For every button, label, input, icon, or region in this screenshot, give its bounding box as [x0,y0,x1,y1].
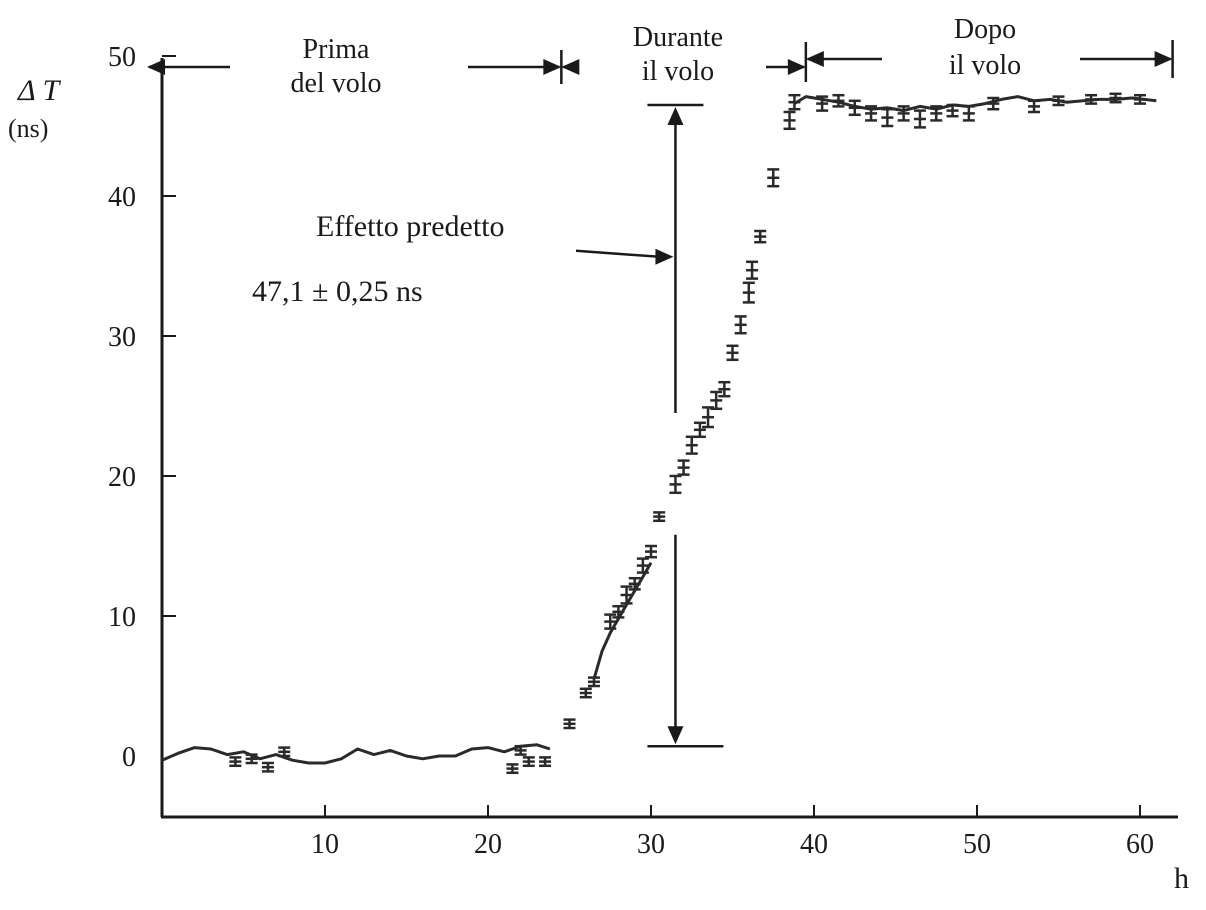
y-tick-label-10: 10 [108,602,136,633]
x-tick-label-60: 60 [1126,829,1154,860]
annotation-upper-arrowhead [667,107,684,125]
data-point-1 [245,753,258,765]
data-point-25 [726,344,739,362]
data-point-26 [734,315,747,335]
data-point-8 [563,718,576,730]
annotation-pointer-arrowhead [655,248,674,265]
phase-after-line1: Dopo [954,14,1016,45]
data-point-42 [962,105,975,122]
data-point-23 [710,390,723,411]
annotation-pointer-arrow [575,249,660,259]
data-point-6 [522,756,535,768]
series-2-line [793,95,1157,113]
y-tick-label-20: 20 [108,462,136,493]
data-point-0 [229,756,242,768]
data-point-17 [653,511,666,523]
data-point-16 [645,544,657,559]
y-tick-label-50: 50 [108,42,136,73]
annotation-label: Effetto predetto [316,210,505,243]
phase-during-arrowhead-left [561,59,580,75]
data-point-21 [693,421,706,439]
data-point-22 [702,406,715,429]
data-point-9 [579,687,592,699]
data-point-44 [1028,99,1041,114]
series-0-line [161,743,551,765]
phase-before-line1: Prima [303,34,370,65]
data-point-18 [669,474,682,495]
data-point-37 [881,107,894,128]
data-point-24 [718,380,731,398]
data-point-27 [742,281,755,304]
data-point-28 [746,260,759,280]
x-tick-label-10: 10 [311,829,339,860]
phase-after-arrowhead-left [805,51,824,67]
data-point-4 [506,763,519,775]
x-axis-label: h [1174,862,1189,895]
data-point-31 [783,110,796,131]
annotation-lower-arrowhead [667,726,684,745]
y-axis-unit: (ns) [8,114,48,143]
y-tick-label-0: 0 [122,742,136,773]
data-point-39 [913,109,926,129]
data-point-33 [816,95,829,112]
phase-before-arrowhead-left [147,59,165,75]
data-point-2 [261,761,274,773]
data-point-5 [514,744,527,756]
y-axis-label: Δ T [17,74,62,107]
phase-during-line1: Durante [633,22,723,53]
data-point-7 [539,756,552,768]
series-3-line [592,562,653,680]
phase-after-arrowhead-right [1154,51,1173,67]
data-point-29 [754,229,767,244]
phase-before-arrowhead-right [543,59,562,75]
x-tick-label-40: 40 [800,829,828,860]
data-point-38 [897,105,910,122]
x-tick-label-30: 30 [637,829,665,860]
y-tick-label-40: 40 [108,182,136,213]
data-point-3 [278,746,291,758]
x-tick-label-20: 20 [474,829,502,860]
phase-before-line2: del volo [291,68,382,99]
annotation-value: 47,1 ± 0,25 ns [252,275,423,308]
data-point-30 [767,168,780,188]
data-point-40 [930,105,943,122]
phase-during-arrowhead-right [787,59,806,75]
y-tick-label-30: 30 [108,322,136,353]
phase-after-line2: il volo [949,50,1021,81]
data-point-19 [677,459,690,476]
phase-during-line2: il volo [642,56,714,87]
x-tick-label-50: 50 [963,829,991,860]
data-point-20 [685,435,698,455]
